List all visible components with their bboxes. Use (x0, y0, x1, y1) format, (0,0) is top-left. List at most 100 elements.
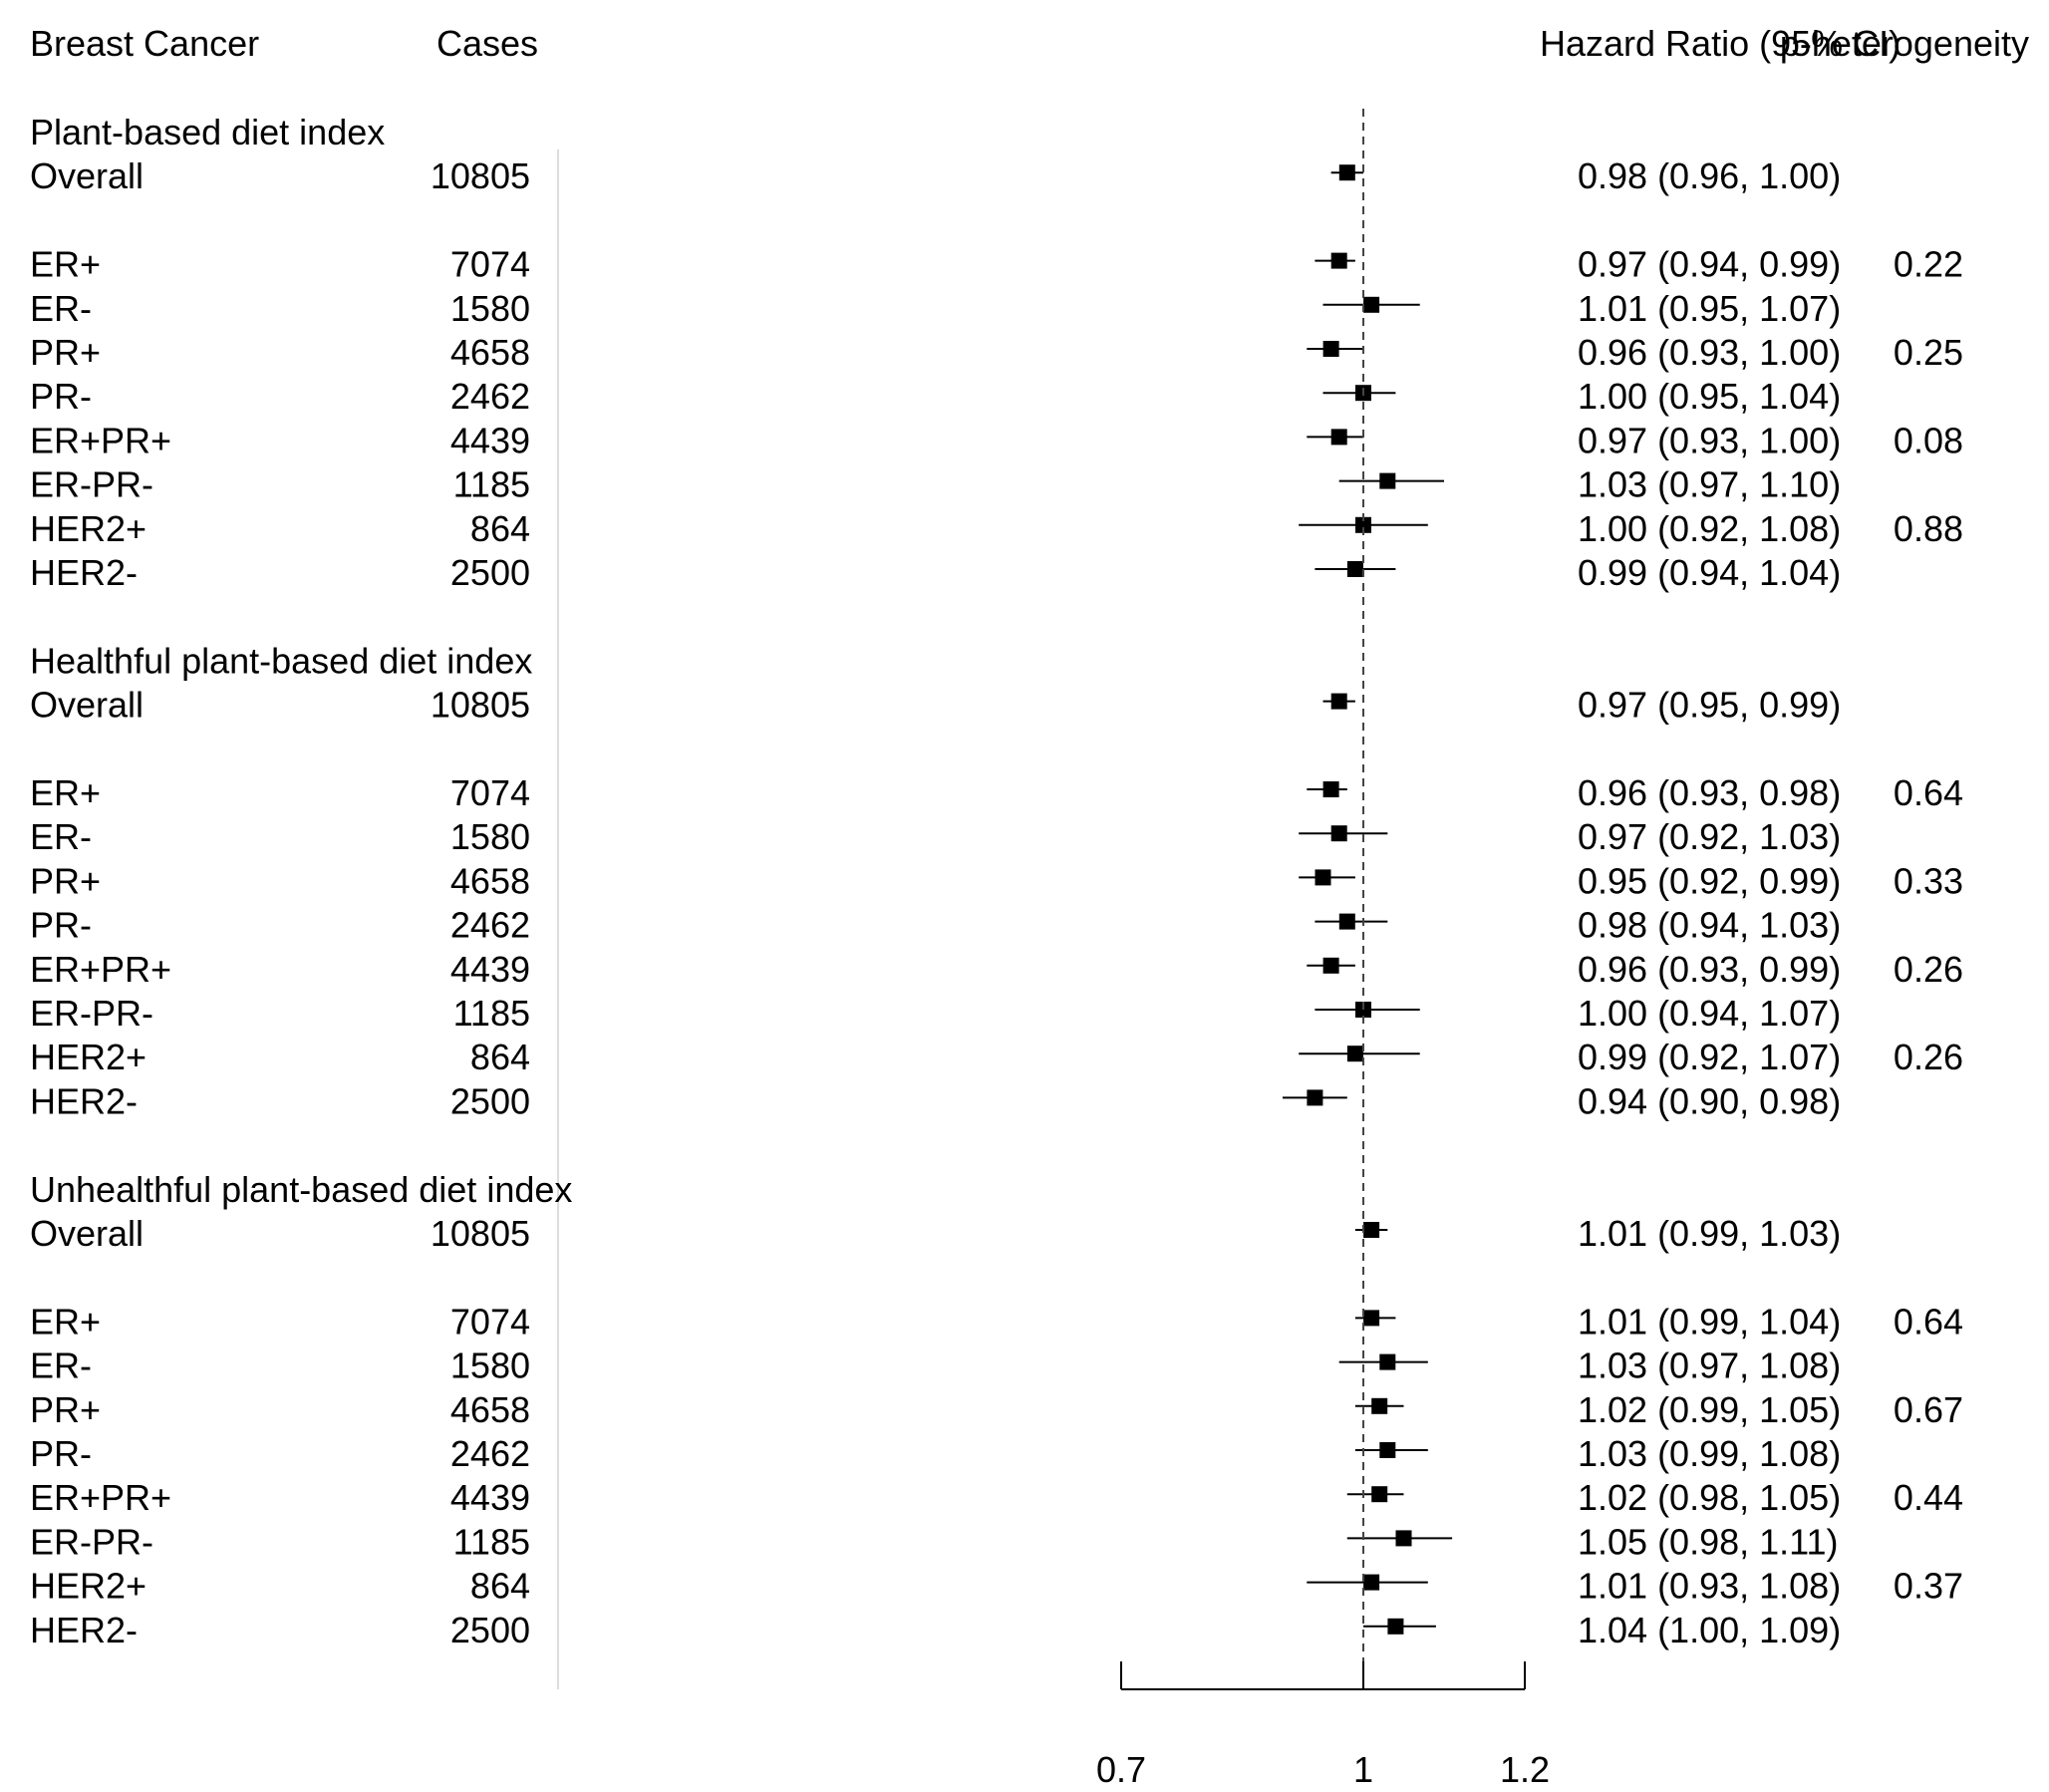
row-cases: 1185 (453, 993, 530, 1034)
axis-tick-label: 1.2 (1500, 1749, 1550, 1790)
row-p-value: 0.44 (1894, 1477, 1963, 1518)
row-hazard-ratio: 1.00 (0.94, 1.07) (1578, 993, 1841, 1034)
point-estimate (1379, 1442, 1396, 1458)
point-estimate (1379, 1353, 1396, 1370)
row-hazard-ratio: 0.97 (0.95, 0.99) (1578, 685, 1841, 726)
row-label: ER+ (30, 772, 101, 813)
group-heading: Healthful plant-based diet index (30, 640, 532, 681)
row-label: ER- (30, 816, 92, 857)
row-cases: 2500 (450, 1610, 530, 1650)
row-cases: 864 (470, 1566, 530, 1607)
row-label: PR+ (30, 1389, 101, 1430)
row-hazard-ratio: 1.01 (0.95, 1.07) (1578, 288, 1841, 329)
row-hazard-ratio: 1.01 (0.99, 1.04) (1578, 1301, 1841, 1342)
header-label: Breast Cancer (30, 23, 259, 64)
point-estimate (1363, 296, 1380, 313)
group-heading: Plant-based diet index (30, 112, 385, 152)
row-label: Overall (30, 155, 144, 196)
row-cases: 1185 (453, 1521, 530, 1562)
column-headers: Breast Cancer Cases Hazard Ratio (95% CI… (30, 23, 2029, 64)
axis-tick-label: 1 (1353, 1749, 1373, 1790)
row-hazard-ratio: 1.05 (0.98, 1.11) (1578, 1521, 1839, 1562)
row-label: PR- (30, 905, 92, 946)
row-label: HER2+ (30, 1566, 146, 1607)
row-label: ER- (30, 1345, 92, 1386)
header-p-heterogeneity: p-heterogeneity (1780, 23, 2029, 64)
row-hazard-ratio: 0.96 (0.93, 0.99) (1578, 949, 1841, 990)
row-hazard-ratio: 0.97 (0.94, 0.99) (1578, 244, 1841, 285)
row-label: Overall (30, 685, 144, 726)
point-estimate (1346, 1045, 1363, 1062)
row-label: PR- (30, 1433, 92, 1474)
row-hazard-ratio: 0.98 (0.96, 1.00) (1578, 155, 1841, 196)
point-estimate (1315, 869, 1331, 886)
row-label: PR- (30, 376, 92, 417)
point-estimate (1371, 1486, 1388, 1503)
row-hazard-ratio: 1.01 (0.93, 1.08) (1578, 1566, 1841, 1607)
point-estimate (1371, 1397, 1388, 1414)
point-estimate (1363, 1222, 1380, 1238)
header-cases: Cases (437, 23, 538, 64)
row-label: ER+PR+ (30, 420, 171, 460)
row-hazard-ratio: 0.99 (0.92, 1.07) (1578, 1037, 1841, 1077)
point-estimate (1322, 957, 1339, 974)
row-hazard-ratio: 0.96 (0.93, 0.98) (1578, 772, 1841, 813)
row-label: ER-PR- (30, 993, 153, 1034)
row-p-value: 0.33 (1894, 860, 1963, 901)
point-estimate (1346, 561, 1363, 577)
group-heading: Unhealthful plant-based diet index (30, 1169, 572, 1210)
header-hazard-ratio: Hazard Ratio (95% CI) (1540, 23, 1901, 64)
row-cases: 7074 (450, 244, 530, 285)
row-label: HER2+ (30, 1037, 146, 1077)
row-label: HER2- (30, 1080, 138, 1121)
row-hazard-ratio: 1.03 (0.99, 1.08) (1578, 1433, 1841, 1474)
row-cases: 864 (470, 508, 530, 549)
row-label: Overall (30, 1213, 144, 1254)
row-p-value: 0.88 (1894, 508, 1963, 549)
point-estimate (1338, 913, 1355, 930)
row-cases: 2462 (450, 905, 530, 946)
plot-marks (1283, 109, 1453, 1689)
row-label: HER2+ (30, 508, 146, 549)
row-hazard-ratio: 1.03 (0.97, 1.10) (1578, 464, 1841, 505)
row-cases: 10805 (431, 685, 530, 726)
row-label: ER-PR- (30, 1521, 153, 1562)
row-hazard-ratio: 1.01 (0.99, 1.03) (1578, 1213, 1841, 1254)
row-label: ER+PR+ (30, 949, 171, 990)
point-estimate (1338, 164, 1355, 181)
row-label: ER-PR- (30, 464, 153, 505)
row-cases: 2462 (450, 1433, 530, 1474)
row-label: HER2- (30, 552, 138, 593)
point-estimate (1355, 516, 1371, 533)
row-label: PR+ (30, 860, 101, 901)
row-hazard-ratio: 1.02 (0.98, 1.05) (1578, 1477, 1841, 1518)
row-cases: 1185 (453, 464, 530, 505)
row-cases: 4658 (450, 332, 530, 373)
row-cases: 4658 (450, 860, 530, 901)
row-hazard-ratio: 0.97 (0.93, 1.00) (1578, 420, 1841, 460)
row-hazard-ratio: 1.04 (1.00, 1.09) (1578, 1610, 1841, 1650)
row-cases: 10805 (431, 1213, 530, 1254)
point-estimate (1395, 1530, 1412, 1547)
point-estimate (1330, 693, 1347, 710)
point-estimate (1387, 1618, 1404, 1635)
row-cases: 4439 (450, 1477, 530, 1518)
row-cases: 864 (470, 1037, 530, 1077)
row-label: PR+ (30, 332, 101, 373)
row-p-value: 0.64 (1894, 772, 1963, 813)
row-cases: 1580 (450, 288, 530, 329)
row-hazard-ratio: 0.98 (0.94, 1.03) (1578, 905, 1841, 946)
row-hazard-ratio: 0.99 (0.94, 1.04) (1578, 552, 1841, 593)
point-estimate (1363, 1574, 1380, 1591)
point-estimate (1330, 429, 1347, 446)
point-estimate (1322, 781, 1339, 797)
point-estimate (1330, 252, 1347, 269)
point-estimate (1322, 341, 1339, 357)
row-hazard-ratio: 1.00 (0.92, 1.08) (1578, 508, 1841, 549)
point-estimate (1307, 1089, 1323, 1106)
row-cases: 1580 (450, 1345, 530, 1386)
row-p-value: 0.64 (1894, 1301, 1963, 1342)
row-label: ER+ (30, 244, 101, 285)
